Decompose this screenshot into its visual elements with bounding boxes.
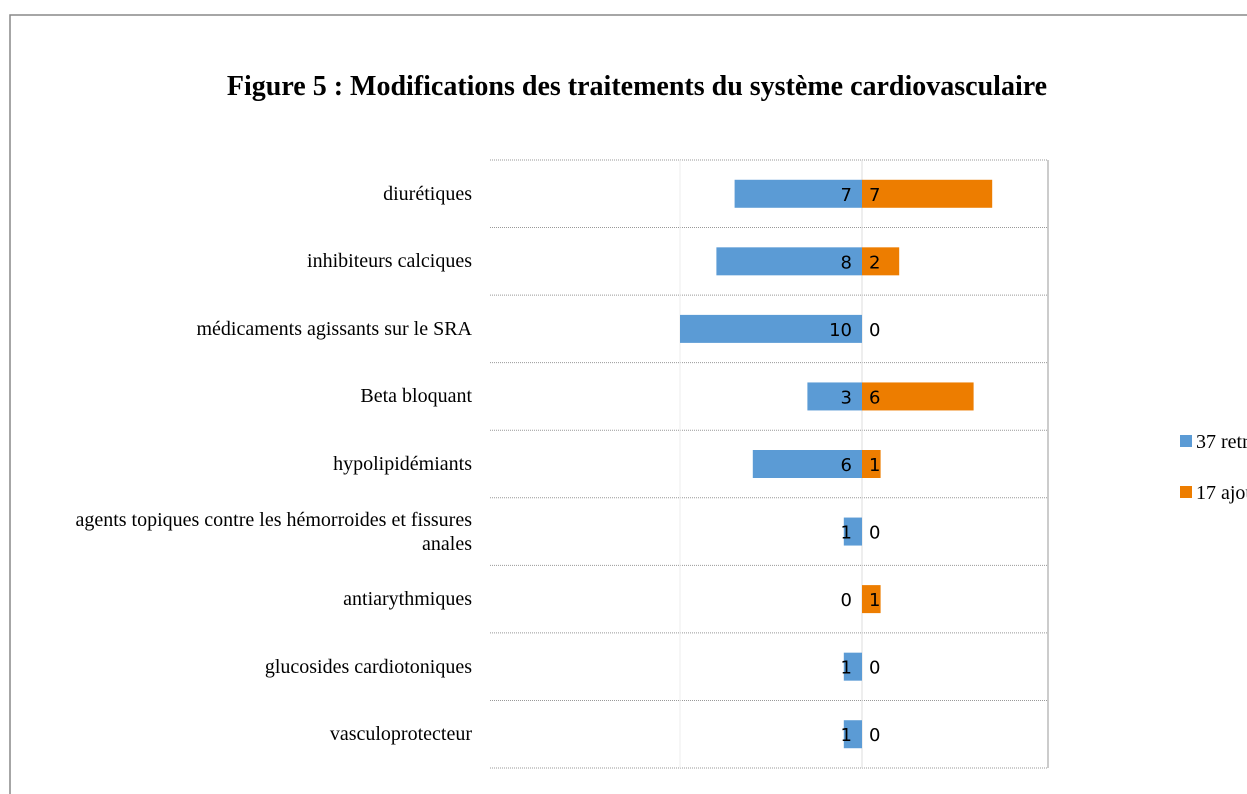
value-label: 2 [869, 252, 880, 273]
value-label: 0 [869, 725, 880, 746]
bar [734, 179, 862, 208]
value-label: 7 [869, 185, 880, 206]
bar [862, 179, 993, 208]
bar [862, 382, 974, 411]
category-label: glucosides cardiotoniques [264, 655, 472, 678]
bar [807, 382, 862, 411]
value-label: 1 [869, 455, 880, 476]
bar [843, 720, 862, 749]
value-label: 0 [869, 320, 880, 341]
category-label: diurétiques [383, 182, 472, 205]
value-label: 1 [841, 658, 852, 679]
category-label: médicaments agissants sur le SRA [196, 317, 472, 340]
legend-swatch [1180, 435, 1192, 447]
category-label: vasculoprotecteur [329, 723, 472, 746]
legend-swatch [1180, 486, 1192, 498]
bar [843, 652, 862, 681]
chart-title: Figure 5 : Modifications des traitements… [226, 71, 1048, 102]
value-label: 7 [841, 185, 852, 206]
value-label: 3 [841, 387, 852, 408]
value-label: 0 [869, 658, 880, 679]
value-label: 0 [869, 523, 880, 544]
bar [752, 450, 862, 478]
value-label: 6 [869, 387, 880, 408]
bar [843, 517, 862, 546]
bar [680, 314, 862, 343]
value-label: 10 [829, 320, 852, 341]
legend-label: 37 retraits [1196, 431, 1247, 453]
value-label: 8 [841, 252, 852, 273]
category-label: inhibiteurs calciques [307, 250, 472, 273]
bar [862, 585, 881, 614]
legend-label: 17 ajouts [1196, 482, 1247, 504]
value-label: 1 [869, 590, 880, 611]
value-label: 6 [841, 455, 852, 476]
bar [716, 247, 862, 276]
category-label: hypolipidémiants [333, 453, 472, 475]
category-label: agents topiques contre les hémorroides e… [75, 508, 472, 555]
frame [9, 14, 1247, 794]
category-label: antiarythmiques [343, 588, 472, 611]
value-label: 1 [841, 725, 852, 746]
value-label: 1 [841, 523, 852, 544]
bar [862, 247, 900, 276]
category-label: Beta bloquant [360, 385, 472, 408]
value-label: 0 [841, 590, 852, 611]
bar [862, 450, 881, 478]
